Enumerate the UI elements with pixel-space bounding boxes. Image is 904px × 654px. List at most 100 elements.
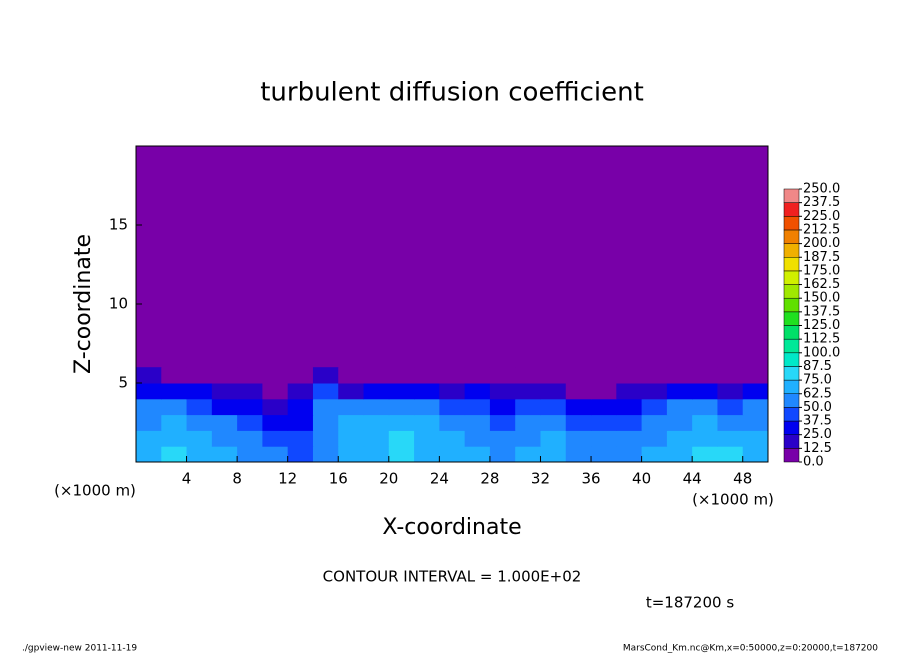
field-cell — [262, 414, 289, 431]
field-cell — [161, 383, 188, 400]
field-cell — [489, 383, 516, 400]
x-tick-label: 48 — [733, 470, 752, 488]
field-cell — [161, 414, 188, 431]
x-axis-label: X-coordinate — [382, 515, 521, 540]
field-cell — [515, 446, 541, 463]
field-cell — [414, 430, 440, 447]
field-cell — [464, 383, 491, 400]
colorbar-label: 87.5 — [803, 359, 832, 374]
field-cell — [338, 414, 365, 431]
field-cell — [414, 446, 440, 463]
field-cell — [616, 446, 643, 463]
field-cell — [692, 414, 718, 431]
field-cell — [515, 414, 541, 431]
colorbar-label: 75.0 — [803, 373, 832, 388]
field-cell — [262, 383, 289, 400]
field-cell — [287, 398, 314, 416]
colorbar-label: 50.0 — [803, 400, 832, 415]
x-tick-label: 40 — [632, 470, 651, 488]
field-cell — [363, 414, 390, 431]
field-cell — [388, 414, 415, 431]
field-cell — [565, 446, 592, 463]
x-tick-label: 20 — [379, 470, 398, 488]
field-cell — [742, 446, 769, 463]
field-cell — [591, 398, 617, 416]
field-cell — [616, 414, 643, 431]
field-cell — [363, 367, 390, 384]
y-tick-label: 10 — [109, 295, 128, 313]
y-tick-label: 5 — [118, 374, 128, 392]
x-unit: (×1000 m) — [692, 491, 774, 509]
field-cell — [591, 367, 617, 384]
field-cell — [515, 430, 541, 447]
field-cell — [211, 367, 238, 384]
field-cell — [464, 398, 491, 416]
field-cell — [591, 383, 617, 400]
field-cell — [136, 367, 162, 384]
field-cell — [565, 430, 592, 447]
field-cell — [692, 430, 718, 447]
field-cell — [136, 398, 162, 416]
field-cell — [211, 430, 238, 447]
field-cell — [287, 383, 314, 400]
colorbar-label: 200.0 — [803, 236, 840, 251]
colorbar-swatch — [783, 366, 800, 381]
field-cell — [591, 414, 617, 431]
colorbar-swatch — [783, 311, 800, 326]
field-cell — [717, 398, 744, 416]
field-cell — [312, 367, 339, 384]
colorbar-swatch — [783, 243, 800, 258]
field-cell — [363, 430, 390, 447]
field-cell — [338, 367, 365, 384]
field-cell — [489, 367, 516, 384]
field-cell — [262, 367, 289, 384]
field-cell — [439, 383, 466, 400]
field-cell — [338, 430, 365, 447]
field-cell — [540, 430, 567, 447]
field-cell — [540, 398, 567, 416]
y-tick-label: 15 — [109, 216, 128, 234]
field-cell — [186, 446, 213, 463]
field-cell — [136, 430, 162, 447]
field-cell — [742, 398, 769, 416]
colorbar-swatch — [783, 216, 800, 231]
field-cell — [237, 367, 263, 384]
field-cell — [414, 414, 440, 431]
field-cell — [338, 398, 365, 416]
field-cell — [489, 414, 516, 431]
field-cell — [464, 414, 491, 431]
field-cell — [363, 446, 390, 463]
colorbar-swatch — [783, 270, 800, 285]
colorbar-swatch — [783, 393, 800, 408]
field-cell — [641, 367, 668, 384]
field-cell — [439, 446, 466, 463]
field-cell — [464, 367, 491, 384]
colorbar-label: 187.5 — [803, 250, 840, 265]
field-cell — [439, 414, 466, 431]
field-cell — [489, 446, 516, 463]
colorbar-label: 225.0 — [803, 209, 840, 224]
field-cell — [211, 414, 238, 431]
field-cell — [312, 446, 339, 463]
field-cell — [515, 383, 541, 400]
x-tick-label: 28 — [480, 470, 499, 488]
colorbar-swatch — [783, 379, 800, 395]
field-cell — [540, 414, 567, 431]
field-cell — [666, 398, 693, 416]
field-cell — [742, 383, 769, 400]
colorbar-swatch — [783, 188, 800, 203]
field-cell — [717, 414, 744, 431]
field-cell — [515, 398, 541, 416]
x-tick-label: 32 — [531, 470, 550, 488]
field-cell — [464, 446, 491, 463]
field-cell — [186, 414, 213, 431]
colorbar-label: 250.0 — [803, 182, 840, 197]
colorbar-label: 137.5 — [803, 304, 840, 319]
field-cell — [616, 383, 643, 400]
field-cell — [136, 414, 162, 431]
field-cell — [363, 398, 390, 416]
x-tick-label: 44 — [683, 470, 702, 488]
field-cell — [211, 446, 238, 463]
field-cell — [489, 398, 516, 416]
field-cell — [717, 430, 744, 447]
